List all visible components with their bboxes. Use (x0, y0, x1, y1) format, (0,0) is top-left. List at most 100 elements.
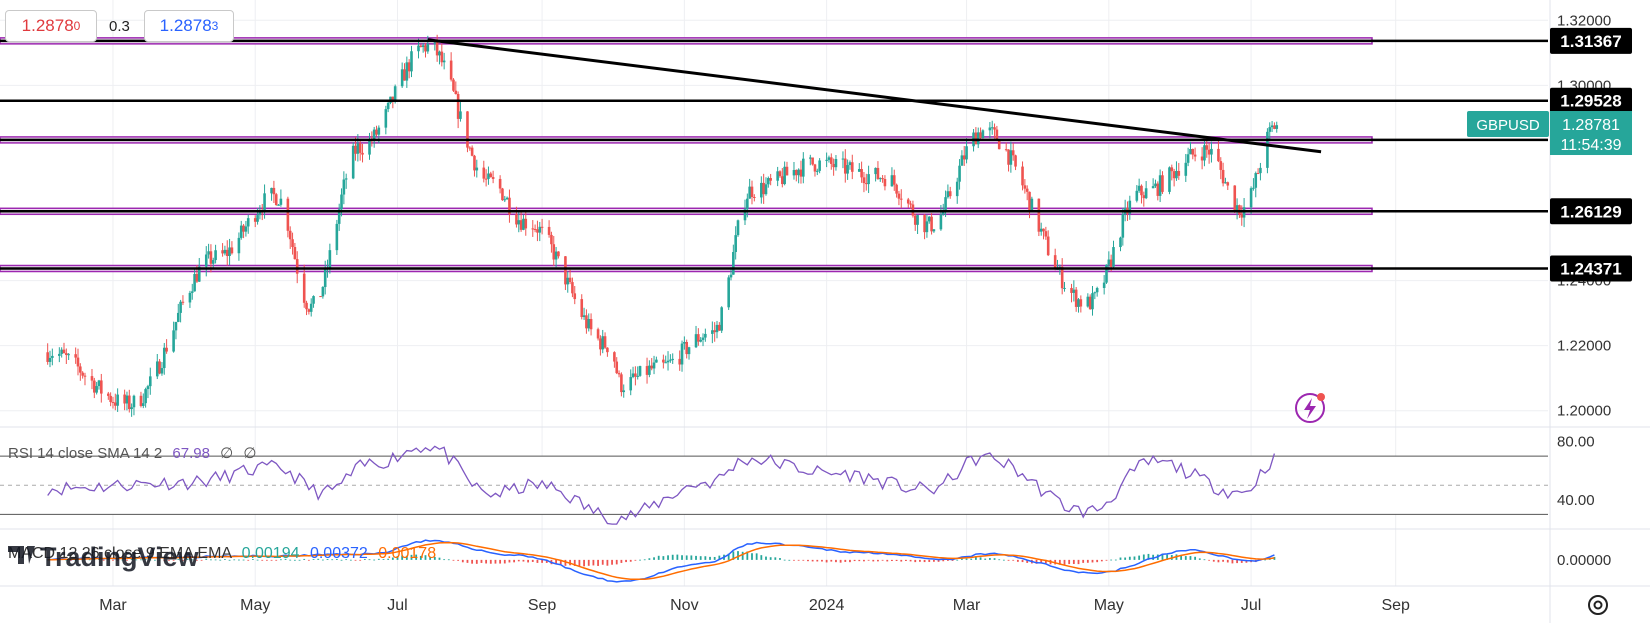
macd-histogram-bar (261, 559, 264, 561)
candle (132, 394, 136, 416)
candle (358, 141, 362, 161)
candle-body (1011, 150, 1015, 156)
candle (123, 389, 126, 411)
macd-histogram-bar (275, 559, 278, 561)
candle (181, 295, 185, 306)
candle (517, 211, 521, 233)
candle (501, 187, 504, 201)
candle-body (377, 127, 381, 135)
candle (1042, 228, 1045, 240)
candle (671, 353, 675, 364)
candle-body (655, 359, 658, 363)
candle (307, 308, 311, 315)
macd-histogram-bar (844, 559, 847, 562)
candle-body (613, 352, 616, 362)
candle-body (253, 218, 257, 222)
macd-histogram-bar (807, 559, 809, 562)
candle-body (323, 268, 327, 288)
candle-body (286, 198, 290, 231)
trend-line[interactable] (427, 38, 1322, 154)
macd-histogram-bar (522, 559, 525, 562)
macd-histogram-bar (620, 559, 623, 563)
macd-histogram-bar (998, 559, 1001, 561)
candle-body (351, 145, 355, 179)
candle-body (1109, 259, 1113, 267)
candle-body (599, 338, 602, 350)
candle (617, 370, 621, 378)
candle (127, 389, 131, 413)
candle (484, 169, 488, 187)
candle (193, 269, 196, 292)
settings-gear-icon[interactable] (1588, 595, 1608, 615)
candle (107, 391, 110, 400)
candle (1039, 222, 1043, 236)
macd-histogram-bar (130, 558, 133, 560)
macd-histogram-bar (177, 559, 180, 560)
candle-body (746, 198, 749, 210)
macd-histogram-bar (471, 559, 474, 564)
macd-histogram-bar (718, 555, 721, 560)
candle-body (797, 169, 800, 176)
macd-histogram-bar (391, 557, 394, 560)
candle (811, 157, 814, 166)
candle-body (645, 366, 649, 375)
candle (634, 366, 637, 386)
sell-pip: 0 (73, 19, 81, 33)
candle-body (1221, 169, 1225, 184)
candle-body (720, 307, 723, 331)
candle-body (1238, 205, 1241, 215)
candle (589, 313, 593, 336)
macd-histogram-bar (779, 558, 781, 560)
candle (615, 357, 619, 375)
candle (148, 367, 152, 395)
candle (384, 105, 388, 135)
candle (246, 214, 250, 234)
candle-body (74, 354, 77, 358)
candle-body (1161, 175, 1164, 192)
candle-body (391, 96, 395, 102)
candle-body (1156, 183, 1160, 196)
candle (253, 215, 257, 228)
candle (207, 243, 210, 259)
candle (144, 387, 147, 408)
candle-body (864, 183, 868, 185)
macd-histogram-bar (46, 559, 49, 561)
candle (244, 220, 248, 237)
candle-body (848, 162, 852, 166)
macd-histogram-bar (452, 559, 455, 561)
candle-body (550, 234, 553, 245)
candle (1200, 147, 1204, 170)
macd-histogram-bar (1189, 556, 1192, 560)
last-price-tag: GBPUSD 1.28781 11:54:39 (1467, 111, 1632, 156)
candle (454, 81, 458, 95)
candle-body (1060, 266, 1064, 289)
candle (67, 353, 70, 361)
candle (1105, 264, 1108, 284)
candle-body (564, 256, 567, 285)
candle (596, 327, 600, 341)
candle (552, 235, 556, 266)
macd-histogram-bar (545, 559, 548, 563)
sell-price-button[interactable]: 1.2878 0 (5, 10, 97, 42)
candle (566, 271, 570, 293)
candle-body (438, 51, 441, 56)
candle (1186, 147, 1190, 167)
candle-body (827, 157, 831, 160)
candle-body (713, 330, 716, 333)
candle (1037, 198, 1041, 237)
candle-body (1210, 148, 1213, 155)
rsi-legend-name: RSI 14 close SMA 14 2 (8, 445, 162, 462)
lightning-icon[interactable] (1295, 393, 1325, 423)
candle (843, 149, 847, 183)
candle (1135, 185, 1139, 203)
candle (718, 322, 721, 331)
macd-histogram-bar (424, 555, 427, 560)
candle-body (629, 377, 633, 391)
macd-histogram-bar (252, 559, 254, 560)
candle-body (573, 293, 577, 300)
macd-histogram-bar (979, 557, 982, 560)
buy-price-button[interactable]: 1.2878 3 (144, 10, 234, 42)
macd-histogram-bar (1264, 559, 1266, 561)
candle (111, 396, 115, 409)
